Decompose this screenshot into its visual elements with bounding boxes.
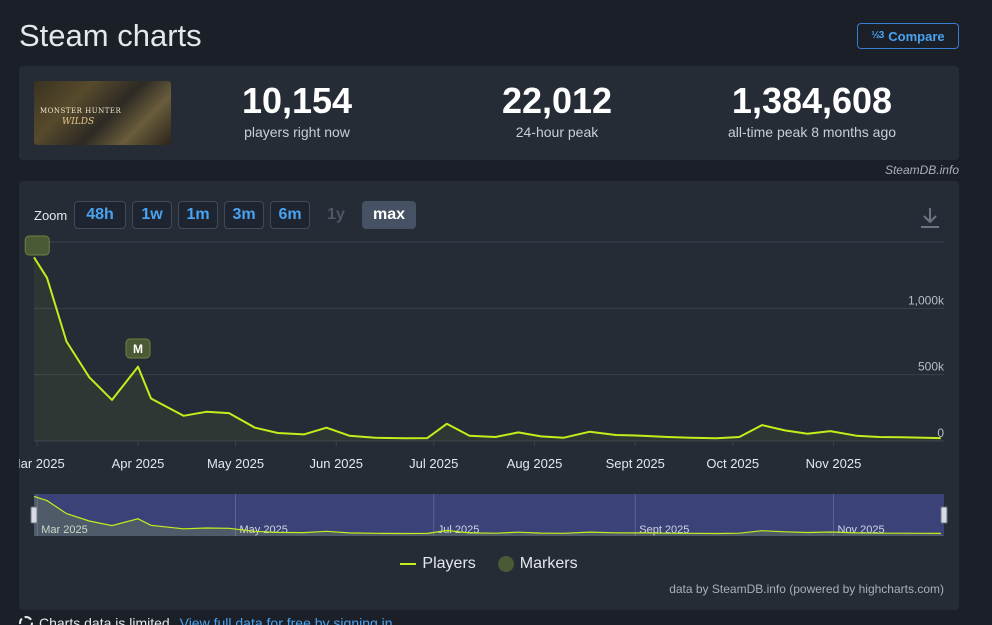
x-tick-label: Aug 2025 — [507, 456, 563, 471]
steamdb-credit[interactable]: SteamDB.info — [884, 163, 959, 177]
stats-panel: MONSTER HUNTER WILDS 10,154 players righ… — [19, 66, 959, 160]
chart-legend: Players Markers — [19, 555, 959, 573]
x-tick-label: Nov 2025 — [806, 456, 862, 471]
info-icon — [19, 616, 33, 625]
player-count-chart: M Mar 2025 Apr 2025 May 2025 Jun 2025 Jul 20… — [19, 235, 948, 536]
compare-button[interactable]: ½3 Compare — [857, 23, 959, 49]
zoom-button-1w[interactable]: 1w — [132, 201, 172, 229]
page-title: Steam charts — [19, 18, 202, 53]
game-logo-text: MONSTER HUNTER — [40, 107, 122, 115]
players-series-line — [33, 256, 941, 440]
x-tick-label: Jun 2025 — [310, 456, 364, 471]
event-marker[interactable] — [24, 235, 50, 256]
sign-in-link[interactable]: View full data for free by signing in — [179, 615, 393, 625]
stat-players-now: 10,154 players right now — [222, 80, 372, 141]
marker-badge — [125, 338, 151, 359]
game-capsule-image[interactable]: MONSTER HUNTER WILDS — [34, 81, 171, 145]
zoom-button-max[interactable]: max — [362, 201, 416, 229]
zoom-button-6m[interactable]: 6m — [270, 201, 310, 229]
navigator-tick-label: Mar 2025 — [41, 524, 87, 536]
legend-players-swatch — [400, 563, 417, 565]
marker-badge — [24, 235, 50, 256]
zoom-button-1m[interactable]: 1m — [178, 201, 218, 229]
event-marker[interactable]: M — [125, 338, 151, 359]
legend-players[interactable]: Players — [400, 555, 476, 573]
y-tick-label: 1,000k — [908, 293, 945, 307]
x-tick-label: Jul 2025 — [409, 456, 458, 471]
download-icon[interactable] — [919, 206, 941, 230]
stat-label: all-time peak 8 months ago — [727, 124, 897, 140]
marker-label: M — [133, 342, 143, 356]
stat-value: 10,154 — [241, 80, 353, 121]
legend-players-label: Players — [422, 555, 476, 572]
compare-icon: ½3 — [871, 30, 884, 41]
chart-credit[interactable]: data by SteamDB.info (powered by highcha… — [669, 582, 944, 596]
zoom-button-3m[interactable]: 3m — [224, 201, 264, 229]
compare-label: Compare — [888, 28, 945, 44]
x-tick-label: Mar 2025 — [19, 456, 65, 471]
x-tick-label: Apr 2025 — [112, 456, 165, 471]
stat-label: players right now — [244, 124, 350, 140]
x-tick-label: Sept 2025 — [606, 456, 665, 471]
navigator-handle-right[interactable] — [940, 506, 948, 524]
stat-label: 24-hour peak — [515, 124, 599, 140]
y-tick-label: 0 — [937, 426, 944, 440]
navigator-tick-label: May 2025 — [240, 524, 288, 536]
stat-value: 22,012 — [501, 80, 613, 121]
players-area — [34, 257, 941, 441]
game-logo-sub: WILDS — [62, 117, 95, 127]
legend-markers-label: Markers — [519, 555, 578, 572]
footer-note: Charts data is limited. View full data f… — [19, 615, 393, 625]
footer-note-text: Charts data is limited. — [39, 615, 174, 625]
navigator-area — [34, 496, 944, 536]
stat-all-time-peak: 1,384,608 all-time peak 8 months ago — [712, 80, 912, 141]
navigator-line — [33, 495, 941, 535]
navigator-handle-left[interactable] — [30, 506, 38, 524]
legend-markers[interactable]: Markers — [497, 555, 578, 573]
x-tick-label: Oct 2025 — [706, 456, 759, 471]
stat-value: 1,384,608 — [731, 80, 893, 121]
zoom-button-1y: 1y — [327, 206, 345, 223]
legend-markers-swatch — [497, 556, 514, 572]
x-tick-label: May 2025 — [207, 456, 264, 471]
zoom-label: Zoom — [34, 208, 68, 223]
stat-24h-peak: 22,012 24-hour peak — [482, 80, 632, 141]
zoom-button-48h[interactable]: 48h — [74, 201, 126, 229]
y-tick-label: 500k — [918, 360, 945, 374]
